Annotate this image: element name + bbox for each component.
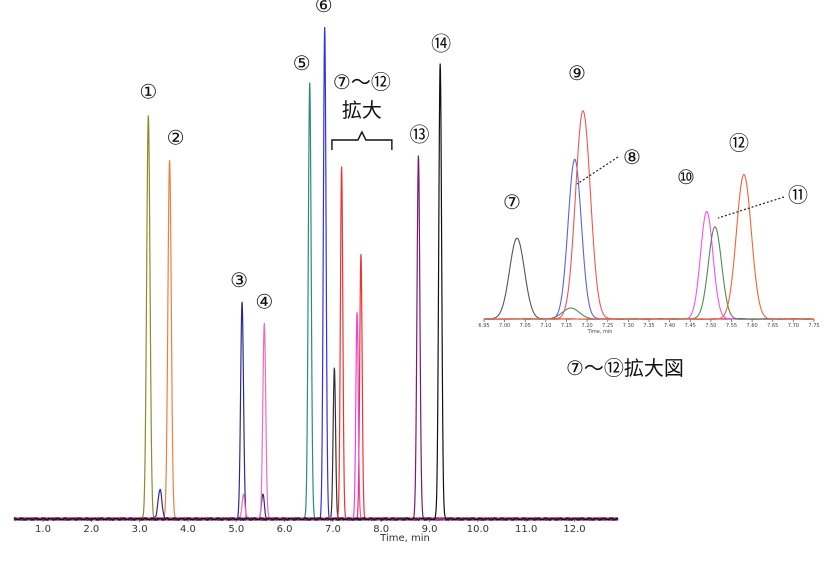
x-tick-label: 7.35 (643, 323, 654, 329)
inset-chromatogram: 6.95 7.00 7.05 7.10 7.15 7.20 7.25 7.30 7.35 7.40… (478, 61, 819, 335)
inset-peak-number-label: ⑩ (677, 165, 695, 189)
x-tick-label: 7.10 (540, 323, 551, 329)
x-tick-label: 7.00 (499, 323, 510, 329)
trace-series (483, 173, 815, 320)
peak-number-label: ② (167, 126, 185, 150)
trace-series (483, 210, 815, 320)
x-tick-label: 7.0 (325, 524, 341, 535)
peak-number-label: ⑥ (315, 0, 333, 17)
x-tick-label: 7.15 (561, 323, 572, 329)
trace-series (13, 115, 619, 521)
peak-number-label: ⑬ (409, 123, 429, 147)
x-tick-label: 7.50 (705, 323, 716, 329)
trace-series (13, 26, 619, 521)
x-tick-label: 12.0 (563, 524, 585, 535)
trace-series (13, 367, 619, 521)
x-tick-label: 7.40 (664, 323, 675, 329)
x-tick-label: 7.25 (602, 323, 613, 329)
x-axis-label: Time, min (379, 533, 430, 544)
x-tick-label: 2.0 (83, 524, 99, 535)
main-chromatogram: 1.0 2.0 3.0 4.0 5.0 6.0 7.0 8.0 9.0 10.0 11.0 12.0 T… (13, 0, 619, 544)
trace-series (13, 160, 619, 521)
trace-series (13, 155, 619, 521)
x-tick-label: 5.0 (228, 524, 244, 535)
peak-number-label: ③ (230, 268, 248, 292)
trace-series (13, 63, 619, 521)
x-tick-label: 7.65 (767, 323, 778, 329)
peak-number-label: ⑤ (293, 51, 311, 75)
trace-series (483, 158, 815, 320)
x-tick-label: 7.70 (788, 323, 799, 329)
x-tick-label: 7.45 (685, 323, 696, 329)
x-tick-label: 7.55 (726, 323, 737, 329)
trace-series (13, 301, 619, 521)
inset-peak-number-label: ⑪ (788, 183, 808, 207)
trace-series (13, 322, 619, 521)
x-tick-label: 11.0 (515, 524, 537, 535)
x-tick-label: 7.20 (582, 323, 593, 329)
leader-line-11 (717, 196, 785, 219)
x-tick-label: 7.75 (808, 323, 819, 329)
inset-peak-number-label: ⑨ (568, 61, 586, 85)
peak-number-label: ④ (255, 290, 273, 314)
x-tick-label: 3.0 (132, 524, 148, 535)
trace-series (484, 237, 815, 320)
x-tick-label: 4.0 (180, 524, 196, 535)
x-tick-label: 9.0 (422, 524, 438, 535)
x-tick-label: 7.05 (520, 323, 531, 329)
x-tick-label: 8.0 (373, 524, 389, 535)
trace-series (483, 226, 815, 320)
x-tick-label: 1.0 (35, 524, 51, 535)
x-tick-label: 10.0 (467, 524, 489, 535)
zoom-bracket (331, 130, 393, 150)
peak-number-label: ⑭ (431, 31, 451, 55)
x-tick-label: 6.0 (277, 524, 293, 535)
trace-series (483, 110, 815, 320)
leader-line-8 (576, 156, 619, 185)
zoom-label-bottom: 拡大 (342, 98, 382, 122)
trace-series (13, 312, 619, 521)
inset-peak-number-label: ⑦ (503, 190, 521, 214)
inset-peak-number-label: ⑧ (623, 145, 641, 169)
trace-series (13, 166, 619, 521)
x-tick-label: 7.60 (747, 323, 758, 329)
inset-peak-number-label: ⑫ (729, 131, 749, 155)
inset-title: ⑦〜⑫拡大図 (566, 356, 684, 380)
x-tick-label: 6.95 (478, 323, 489, 329)
trace-series (13, 82, 619, 521)
peak-number-label: ① (139, 79, 157, 103)
x-tick-label: 7.30 (623, 323, 634, 329)
zoom-label-top: ⑦〜⑫ (333, 70, 391, 94)
x-axis-label: Time, min (587, 329, 613, 335)
